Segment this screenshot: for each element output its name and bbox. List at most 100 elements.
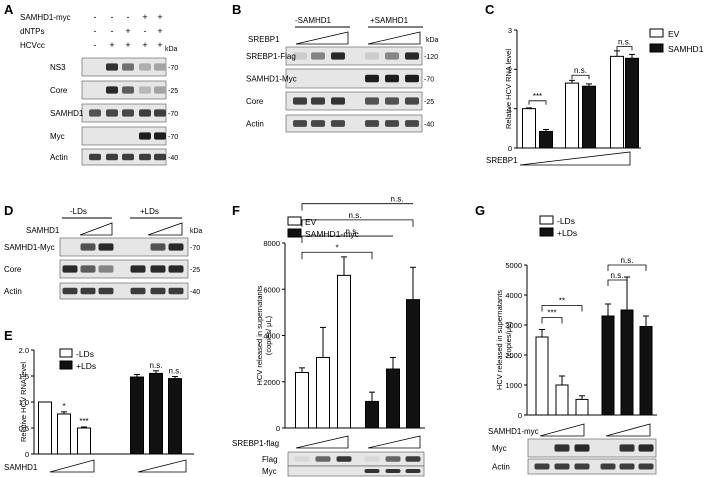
blot-label: SAMHD1-Myc (4, 243, 55, 252)
blot-band (405, 120, 419, 127)
significance-bracket (541, 305, 583, 312)
kda-label: kDa (426, 37, 439, 44)
gradient-wedge (137, 459, 187, 473)
bar (535, 336, 549, 416)
blot-band (331, 52, 345, 60)
blot-band (365, 120, 379, 127)
mw-marker: -70 (168, 134, 178, 141)
blot-band (574, 463, 590, 470)
blot-row: Flag (262, 451, 425, 467)
legend-swatch (287, 216, 302, 226)
blot-strip (527, 438, 657, 458)
bar (295, 372, 309, 429)
blot-band (405, 52, 419, 60)
y-axis-label: Relative HCV RNA level (19, 362, 28, 442)
blot-band (154, 63, 166, 71)
y-tick-label: 3000 (505, 321, 522, 330)
blot-band (638, 463, 654, 470)
bar (582, 85, 596, 149)
blot-band (619, 463, 635, 470)
legend-label: -LDs (76, 349, 94, 359)
blot-band (150, 287, 166, 295)
mw-marker: -70 (190, 245, 200, 252)
y-tick-label: 2.0 (19, 346, 29, 355)
condition-mark: - (127, 12, 130, 22)
treatment-label: SAMHD1 (4, 463, 38, 472)
blot-row: SAMHD1 -70 (50, 103, 178, 123)
blot-band (168, 287, 184, 295)
blot-row: Core -25 (246, 91, 434, 111)
gradient-wedge (539, 423, 585, 437)
blot-strip (59, 237, 189, 257)
panel-b: -SAMHD1 +SAMHD1 SREBP1 kDa SREBP1-Flag -1… (246, 16, 439, 133)
mw-marker: -120 (424, 54, 438, 61)
y-tick-label: 5000 (505, 261, 522, 270)
blot-label: Actin (492, 463, 510, 472)
y-tick-label: 1000 (505, 381, 522, 390)
treatment-label: SAMHD1-myc (488, 427, 539, 436)
blot-stack: SREBP1-Flag -120 SAMHD1-Myc -70 Core -25 Actin… (246, 46, 438, 133)
bar (77, 427, 91, 455)
significance-label: n.s. (169, 367, 182, 376)
blot-band (154, 153, 166, 161)
treatment-label: SAMHD1 (26, 226, 60, 235)
blot-band (574, 444, 590, 452)
mw-marker: -40 (190, 289, 200, 296)
bar (575, 398, 589, 416)
legend-label: SAMHD1-myc (305, 229, 360, 239)
mw-marker: -25 (190, 267, 200, 274)
kda-label: kDa (165, 46, 178, 53)
significance-bracket (301, 203, 413, 211)
y-tick-label: 0 (276, 424, 280, 433)
y-axis-label: Relative HCV RNA level (504, 49, 513, 129)
blot-band (385, 456, 401, 462)
blot-band (80, 287, 96, 295)
bar (365, 400, 379, 429)
gradient-wedge (605, 423, 651, 437)
bar (406, 299, 420, 429)
panel-letter-g: G (475, 203, 485, 218)
blot-label: Core (50, 86, 68, 95)
bar (639, 326, 653, 416)
condition-mark: + (142, 40, 147, 50)
panel-letter-e: E (4, 328, 13, 343)
blot-band (139, 86, 151, 94)
blot-band (293, 52, 307, 60)
blot-band (385, 97, 399, 105)
blot-band (106, 153, 118, 161)
blot-band (331, 97, 345, 105)
blot-band (364, 469, 380, 473)
blot-row: Myc (262, 465, 425, 477)
blot-band (122, 86, 134, 94)
blot-band (405, 74, 419, 83)
blot-band (336, 456, 352, 462)
blot-strip (285, 91, 423, 111)
blot-band (311, 120, 325, 127)
blot-band (106, 86, 118, 94)
blot-band (106, 63, 118, 71)
blot-label: Myc (492, 444, 507, 453)
legend-swatch (287, 228, 302, 238)
legend-swatch (539, 227, 554, 237)
condition-label: dNTPs (20, 27, 44, 36)
blot-band (130, 287, 146, 295)
condition-label: SAMHD1-myc (20, 13, 71, 22)
blot-band (405, 456, 421, 462)
legend-swatch (539, 215, 554, 225)
gradient-wedge (519, 151, 631, 166)
panel-c: 0 1 2 3 Relative HCV RNA level *** n.s. n.s. EV S… (486, 26, 704, 166)
mw-marker: -40 (168, 155, 178, 162)
group-label: -SAMHD1 (295, 16, 332, 25)
condition-mark: + (109, 40, 114, 50)
group-label: +SAMHD1 (370, 16, 409, 25)
condition-mark: + (157, 40, 162, 50)
significance-label: *** (79, 417, 88, 426)
panel-g: 0 1000 2000 3000 4000 5000 HCV released in sup… (488, 215, 657, 475)
blot-band (122, 153, 134, 161)
significance-label: n.s. (574, 66, 587, 75)
blot-label: SREBP1-Flag (246, 52, 296, 61)
bar (625, 57, 639, 149)
condition-mark: - (111, 12, 114, 22)
blot-band (150, 243, 166, 251)
mw-marker: -25 (424, 99, 434, 106)
